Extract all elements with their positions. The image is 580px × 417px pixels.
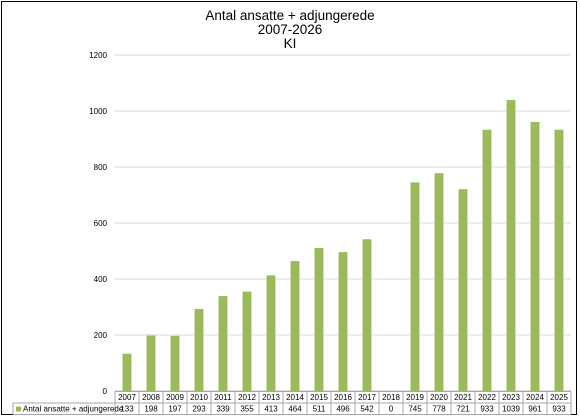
chart-title-line-3: KI xyxy=(284,36,297,51)
bar-2024 xyxy=(530,121,540,392)
x-category-label: 2023 xyxy=(502,393,520,402)
chart-title-line-2: 2007-2026 xyxy=(258,22,323,37)
y-tick-label: 600 xyxy=(94,219,108,228)
data-value-label: 355 xyxy=(240,405,254,414)
x-category-label: 2009 xyxy=(166,393,184,402)
x-category-label: 2010 xyxy=(190,393,208,402)
bar-2022 xyxy=(482,129,492,391)
y-tick-label: 400 xyxy=(94,275,108,284)
data-value-label: 721 xyxy=(456,405,470,414)
data-value-label: 961 xyxy=(528,405,542,414)
y-tick-label: 800 xyxy=(94,163,108,172)
x-category-label: 2012 xyxy=(238,393,256,402)
bars xyxy=(122,100,564,392)
chart-title-line-1: Antal ansatte + adjungerede xyxy=(205,8,374,23)
x-category-label: 2015 xyxy=(310,393,328,402)
data-value-label: 413 xyxy=(264,405,278,414)
x-category-label: 2019 xyxy=(406,393,424,402)
bar-2023 xyxy=(506,100,516,391)
x-category-label: 2017 xyxy=(358,393,376,402)
y-axis: 0 200 400 600 800 1000 1200 xyxy=(89,51,107,396)
x-category-label: 2021 xyxy=(454,393,472,402)
x-category-label: 2020 xyxy=(430,393,448,402)
data-value-label: 198 xyxy=(144,405,158,414)
chart-title: Antal ansatte + adjungerede 2007-2026 KI xyxy=(205,8,374,51)
bar-2014 xyxy=(290,261,300,391)
data-value-label: 1039 xyxy=(502,405,520,414)
bar-2013 xyxy=(266,275,276,391)
data-value-label: 496 xyxy=(336,405,350,414)
data-table: Antal ansatte + adjungerede 2007 133 2008 19… xyxy=(12,391,572,415)
data-value-label: 339 xyxy=(216,405,230,414)
bar-2019 xyxy=(410,182,420,391)
bar-2009 xyxy=(170,335,180,391)
bar-2021 xyxy=(458,189,468,391)
data-value-label: 0 xyxy=(389,405,394,414)
data-value-label: 197 xyxy=(168,405,182,414)
y-tick-label: 0 xyxy=(103,387,108,396)
data-value-label: 293 xyxy=(192,405,206,414)
data-value-label: 511 xyxy=(313,405,326,414)
x-category-label: 2013 xyxy=(262,393,280,402)
data-value-label: 745 xyxy=(408,405,422,414)
x-category-label: 2022 xyxy=(478,393,496,402)
bar-2012 xyxy=(242,291,252,391)
y-tick-label: 1000 xyxy=(89,107,107,116)
data-value-label: 464 xyxy=(288,405,302,414)
bar-2015 xyxy=(314,247,324,391)
bar-2010 xyxy=(194,308,204,391)
legend-key xyxy=(16,406,21,412)
bar-2007 xyxy=(122,353,132,391)
bar-2017 xyxy=(362,239,372,391)
y-tick-label: 1200 xyxy=(89,51,107,60)
bar-2008 xyxy=(146,335,156,391)
x-category-label: 2007 xyxy=(118,393,136,402)
bar-2011 xyxy=(218,296,228,391)
x-category-label: 2008 xyxy=(142,393,160,402)
x-category-label: 2016 xyxy=(334,393,352,402)
y-tick-label: 200 xyxy=(94,331,108,340)
bar-2016 xyxy=(338,252,348,391)
data-value-label: 133 xyxy=(120,405,134,414)
legend-series-name: Antal ansatte + adjungerede xyxy=(23,405,124,414)
data-value-label: 542 xyxy=(360,405,374,414)
x-category-label: 2011 xyxy=(214,393,232,402)
x-category-label: 2024 xyxy=(526,393,544,402)
bar-2025 xyxy=(554,129,564,391)
bar-2020 xyxy=(434,173,444,391)
x-category-label: 2018 xyxy=(382,393,400,402)
data-value-label: 933 xyxy=(480,405,494,414)
x-category-label: 2025 xyxy=(550,393,568,402)
data-value-label: 778 xyxy=(432,405,446,414)
x-category-label: 2014 xyxy=(286,393,304,402)
data-value-label: 933 xyxy=(552,405,566,414)
